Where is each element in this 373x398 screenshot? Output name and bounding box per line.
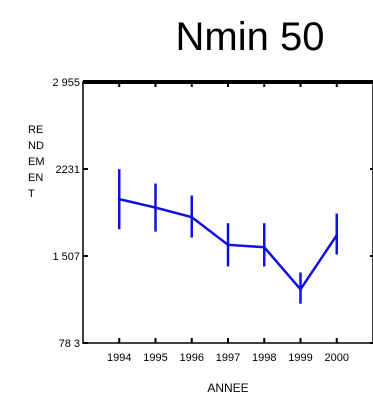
- x-ticks: 1994 1995 1996 1997 1998 1999 2000: [107, 82, 349, 364]
- y-tick-label: 1 507: [52, 251, 80, 263]
- data-point: [262, 245, 266, 249]
- y-tick-label: 2 955: [52, 77, 80, 89]
- y-axis-label: RE ND EM EN T: [28, 124, 48, 200]
- data-point: [226, 243, 230, 247]
- y-tick-label: 78 3: [59, 338, 80, 350]
- data-point: [299, 287, 302, 291]
- x-tick-label: 1997: [216, 352, 240, 364]
- data-point: [335, 233, 339, 237]
- data-point: [117, 197, 121, 201]
- chart-title: Nmin 50: [176, 15, 325, 59]
- x-axis-label: ANNEE: [207, 381, 248, 395]
- data-point: [190, 215, 194, 219]
- plot-area: [82, 80, 373, 344]
- x-tick-label: 1996: [180, 352, 204, 364]
- x-tick-label: 1999: [288, 352, 312, 364]
- plot-frame: [82, 81, 373, 344]
- x-tick-label: 1995: [143, 352, 167, 364]
- y-ticks: 2 955 2231 1 507 78 3: [52, 77, 373, 350]
- x-tick-label: 1998: [252, 352, 276, 364]
- x-tick-label: 2000: [325, 352, 349, 364]
- data-point: [154, 206, 157, 210]
- x-tick-label: 1994: [107, 352, 131, 364]
- y-tick-label: 2231: [56, 164, 80, 176]
- series-group: [117, 169, 339, 304]
